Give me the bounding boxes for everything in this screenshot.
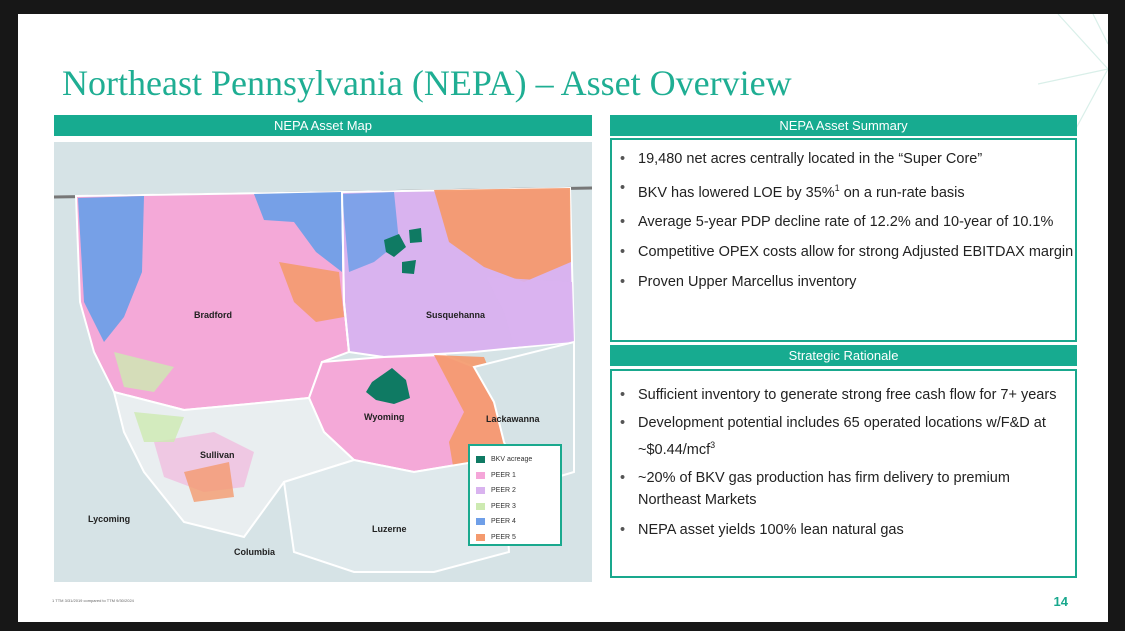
bullet-item: Development potential includes 65 operat…: [612, 412, 1075, 461]
bullet-item: ~20% of BKV gas production has firm deli…: [612, 467, 1075, 511]
footnote-ref: 3: [710, 440, 716, 450]
rationale-header: Strategic Rationale: [610, 345, 1077, 366]
bullet-item: Sufficient inventory to generate strong …: [612, 384, 1075, 406]
legend-label: PEER 1: [491, 471, 516, 479]
county-label-luzerne: Luzerne: [372, 524, 407, 534]
bullet-text: ~20% of BKV gas production has firm deli…: [638, 469, 1010, 508]
rationale-list: Sufficient inventory to generate strong …: [612, 384, 1075, 541]
bullet-item: 19,480 net acres centrally located in th…: [612, 148, 1075, 170]
legend-label: PEER 5: [491, 533, 516, 541]
bullet-text: Proven Upper Marcellus inventory: [638, 273, 857, 290]
map-header: NEPA Asset Map: [54, 115, 592, 136]
county-label-lycoming: Lycoming: [88, 514, 131, 524]
legend-item: PEER 2: [476, 483, 554, 499]
county-label-susquehanna: Susquehanna: [426, 310, 486, 320]
bullet-item: Proven Upper Marcellus inventory: [612, 271, 1075, 293]
bullet-item: Competitive OPEX costs allow for strong …: [612, 241, 1075, 263]
legend-item: PEER 3: [476, 499, 554, 515]
slide: Northeast Pennsylvania (NEPA) – Asset Ov…: [18, 14, 1108, 622]
legend-swatch: [476, 502, 485, 510]
legend-label: BKV acreage: [491, 456, 533, 464]
legend-label: PEER 2: [491, 487, 516, 495]
bullet-text: NEPA asset yields 100% lean natural gas: [638, 521, 904, 538]
bullet-text: BKV has lowered LOE by 35%: [638, 184, 835, 201]
bullet-text: Development potential includes 65 operat…: [638, 415, 1046, 458]
county-label-columbia: Columbia: [234, 547, 276, 557]
rationale-box: Sufficient inventory to generate strong …: [610, 369, 1077, 578]
decorative-lines: [1038, 14, 1108, 134]
county-label-bradford: Bradford: [194, 310, 232, 320]
summary-header: NEPA Asset Summary: [610, 115, 1077, 136]
county-label-lackawanna: Lackawanna: [486, 414, 540, 424]
bullet-text: Sufficient inventory to generate strong …: [638, 387, 1057, 403]
bullet-item: NEPA asset yields 100% lean natural gas: [612, 519, 1075, 541]
legend-swatch: [476, 533, 485, 541]
slide-title: Northeast Pennsylvania (NEPA) – Asset Ov…: [62, 63, 792, 103]
bullet-text: Average 5-year PDP decline rate of 12.2%…: [638, 213, 1054, 230]
summary-list: 19,480 net acres centrally located in th…: [612, 148, 1075, 293]
bullet-item: BKV has lowered LOE by 35%1 on a run-rat…: [612, 177, 1075, 204]
county-label-sullivan: Sullivan: [200, 450, 235, 460]
legend-label: PEER 4: [491, 518, 516, 526]
legend-swatch: [476, 456, 485, 464]
bullet-text: Competitive OPEX costs allow for strong …: [638, 243, 1074, 260]
legend-swatch: [476, 518, 485, 526]
legend-swatch: [476, 487, 485, 495]
asset-map: Bradford Susquehanna Wyoming Lackawanna …: [54, 142, 592, 582]
footnote: 1 TTM 3/31/2019 compared to TTM 9/30/202…: [52, 598, 134, 603]
legend-item: PEER 4: [476, 514, 554, 530]
summary-box: 19,480 net acres centrally located in th…: [610, 138, 1077, 342]
map-legend: BKV acreage PEER 1 PEER 2 PEER 3 PEER 4 PEER …: [468, 444, 562, 546]
legend-label: PEER 3: [491, 502, 516, 510]
footnote-ref: 1: [834, 183, 840, 193]
legend-item: PEER 1: [476, 468, 554, 484]
legend-item: BKV acreage: [476, 452, 554, 468]
bullet-text: 19,480 net acres centrally located in th…: [638, 151, 983, 167]
legend-item: PEER 5: [476, 530, 554, 546]
page-number: 14: [1053, 594, 1068, 609]
legend-swatch: [476, 471, 485, 479]
county-label-wyoming: Wyoming: [364, 412, 405, 422]
map-graphic: [54, 142, 592, 582]
bullet-text-tail: on a run-rate basis: [839, 184, 965, 201]
bullet-item: Average 5-year PDP decline rate of 12.2%…: [612, 211, 1075, 233]
